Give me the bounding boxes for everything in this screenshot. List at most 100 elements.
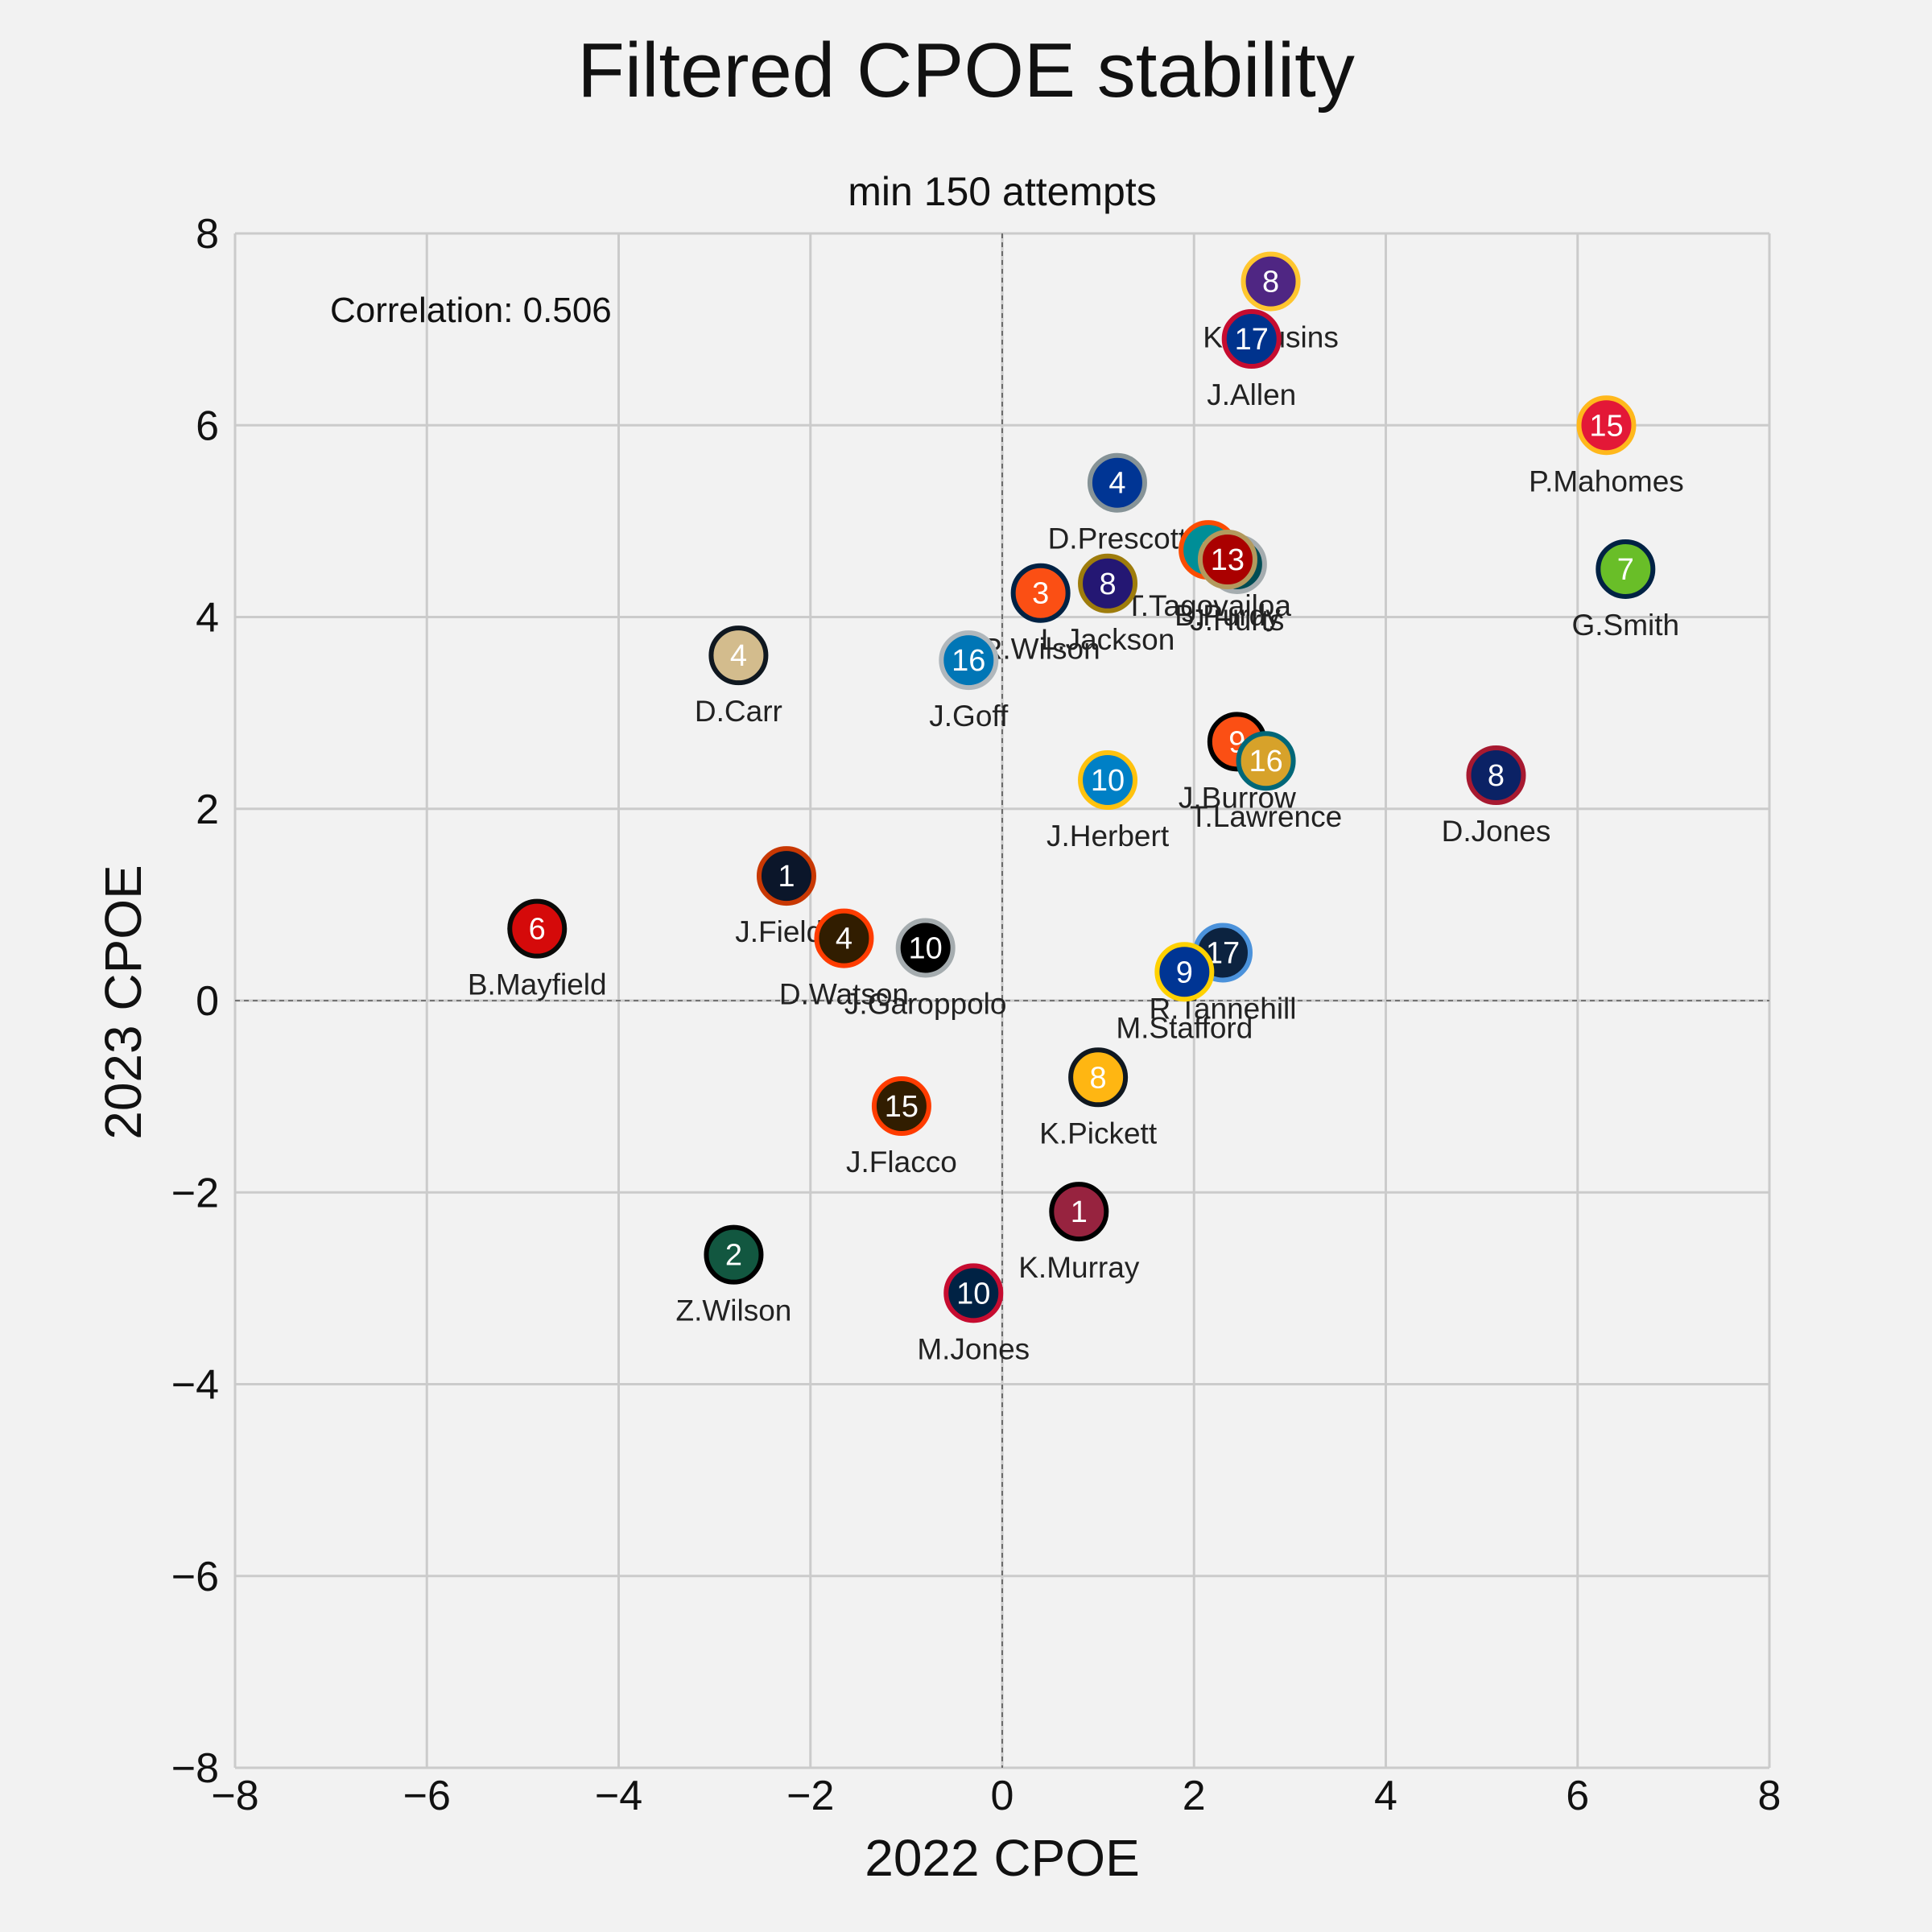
point-marker	[1221, 309, 1282, 369]
data-point: 4 D.Prescott	[1048, 452, 1187, 555]
point-label: L.Jackson	[1041, 623, 1175, 656]
x-tick-label: 8	[1758, 1773, 1781, 1819]
point-marker	[1576, 395, 1637, 456]
point-number: 4	[836, 923, 852, 956]
point-marker	[1596, 539, 1656, 599]
point-label: T.Lawrence	[1190, 800, 1342, 833]
x-tick-label: −6	[403, 1773, 451, 1819]
point-marker	[1241, 251, 1301, 312]
point-label: M.Stafford	[1116, 1011, 1253, 1044]
data-point: 17 J.Allen	[1207, 309, 1296, 411]
data-point: 6 B.Mayfield	[468, 898, 607, 1001]
x-tick-labels: −8 −6 −4 −2 0 2 4 6 8	[211, 1773, 1781, 1819]
y-axis-title: 2023 CPOE	[94, 865, 152, 1140]
point-number: 8	[1090, 1061, 1107, 1095]
point-number: 15	[1589, 409, 1623, 443]
point-label: J.Flacco	[846, 1146, 957, 1179]
point-label: G.Smith	[1571, 609, 1679, 642]
data-point: 9 M.Stafford	[1116, 942, 1253, 1044]
point-label: K.Pickett	[1039, 1117, 1158, 1150]
data-point: 15 P.Mahomes	[1529, 395, 1684, 497]
point-marker	[814, 908, 874, 968]
point-marker	[895, 918, 956, 978]
y-tick-label: −2	[171, 1170, 219, 1216]
point-number: 6	[529, 913, 546, 947]
point-number: 8	[1262, 266, 1279, 299]
data-point: 1 K.Murray	[1018, 1182, 1140, 1284]
data-point: 16 J.Goff	[929, 630, 1009, 733]
point-label: T.Tagovailoa	[1125, 589, 1291, 622]
point-marker	[1010, 563, 1071, 623]
point-marker	[1197, 530, 1257, 590]
point-marker	[1049, 1182, 1109, 1242]
x-axis-title: 2022 CPOE	[865, 1829, 1140, 1887]
x-tick-label: 6	[1566, 1773, 1589, 1819]
y-tick-label: 4	[196, 595, 219, 642]
point-marker	[708, 625, 769, 686]
point-label: D.Carr	[695, 695, 782, 728]
y-tick-label: 0	[196, 978, 219, 1025]
point-marker	[943, 1263, 1004, 1323]
data-point: 10 J.Garoppolo	[844, 918, 1007, 1020]
point-number: 4	[730, 639, 747, 673]
chart-title: Filtered CPOE stability	[577, 27, 1355, 114]
point-label: D.Prescott	[1048, 522, 1187, 555]
point-label: J.Garoppolo	[844, 987, 1007, 1020]
point-label: J.Allen	[1207, 378, 1296, 411]
point-label: D.Jones	[1442, 815, 1551, 848]
point-number: 17	[1235, 323, 1269, 357]
point-marker	[704, 1224, 764, 1285]
x-tick-label: 0	[991, 1773, 1014, 1819]
data-point: 15 J.Flacco	[846, 1076, 957, 1179]
y-tick-label: −6	[171, 1554, 219, 1600]
point-label: Z.Wilson	[675, 1294, 791, 1327]
x-tick-label: −2	[786, 1773, 834, 1819]
point-marker	[1087, 452, 1147, 513]
point-marker	[1068, 1047, 1129, 1108]
point-number: 7	[1617, 553, 1634, 587]
y-tick-labels: −8 −6 −4 −2 0 2 4 6 8	[171, 211, 219, 1792]
point-number: 2	[725, 1239, 742, 1273]
point-label: B.Mayfield	[468, 968, 607, 1001]
y-tick-label: −8	[171, 1745, 219, 1792]
point-marker	[939, 630, 999, 691]
data-point: 16 T.Lawrence	[1190, 731, 1342, 833]
point-marker	[1466, 745, 1526, 806]
points: 8K.Cousins17J.Allen15P.Mahomes7G.Smith4D…	[468, 251, 1684, 1365]
correlation-annotation: Correlation: 0.506	[330, 291, 612, 330]
point-marker	[1078, 750, 1138, 811]
y-tick-label: 8	[196, 211, 219, 258]
data-point: 13 B.Purdy	[1174, 530, 1281, 632]
data-point: 2 Z.Wilson	[675, 1224, 791, 1327]
point-label: J.Hurts	[1190, 604, 1284, 637]
data-point: 8 D.Jones	[1442, 745, 1551, 848]
point-number: 10	[956, 1277, 990, 1311]
point-label: P.Mahomes	[1529, 464, 1684, 497]
point-number: 10	[909, 931, 943, 965]
x-tick-label: 2	[1183, 1773, 1206, 1819]
data-point: 4 D.Watson	[779, 908, 909, 1011]
data-point: 8 L.Jackson	[1041, 553, 1175, 656]
y-tick-label: 2	[196, 786, 219, 833]
point-number: 9	[1176, 956, 1193, 989]
point-number: 1	[1071, 1195, 1088, 1229]
point-marker	[871, 1076, 931, 1137]
point-number: 4	[1108, 467, 1125, 501]
data-point: 8 K.Pickett	[1039, 1047, 1158, 1150]
data-point: 3 R.Wilson	[981, 563, 1100, 666]
zero-lines	[235, 233, 1769, 1768]
point-marker	[1236, 731, 1296, 791]
point-number: 8	[1099, 568, 1116, 601]
point-number: 15	[885, 1090, 919, 1124]
point-number: 10	[1091, 764, 1125, 798]
point-label: B.Purdy	[1174, 599, 1281, 632]
x-tick-label: −8	[211, 1773, 258, 1819]
point-label: D.Watson	[779, 978, 909, 1011]
point-marker	[1154, 942, 1215, 1002]
point-number: 16	[952, 644, 985, 678]
x-tick-label: −4	[595, 1773, 642, 1819]
point-marker	[1078, 553, 1138, 613]
y-tick-label: 6	[196, 402, 219, 449]
point-label: J.Goff	[929, 700, 1009, 733]
